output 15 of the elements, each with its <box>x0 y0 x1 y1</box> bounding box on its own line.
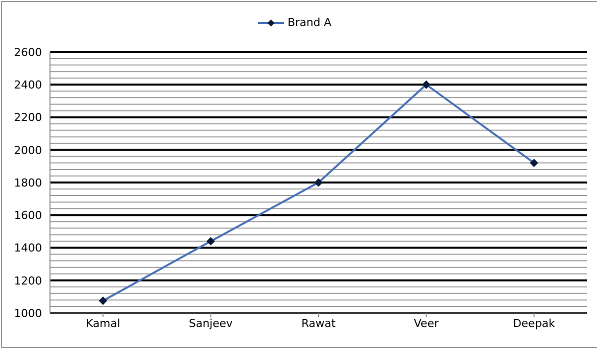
x-tick-label: Deepak <box>512 316 556 330</box>
y-tick-label: 1600 <box>14 209 42 222</box>
y-tick-label: 2200 <box>14 111 42 124</box>
y-tick-label: 2600 <box>14 46 42 59</box>
y-tick-label: 1800 <box>14 176 42 190</box>
x-tick-label: Sanjeev <box>188 316 234 330</box>
y-tick-label: 1200 <box>14 274 42 288</box>
x-tick-label: Veer <box>414 316 440 330</box>
x-tick-label: Rawat <box>301 316 336 330</box>
x-tick-label: Kamal <box>86 316 120 330</box>
y-tick-label: 1400 <box>14 242 42 255</box>
y-tick-label: 2000 <box>14 144 42 157</box>
legend-label: Brand A <box>286 16 332 29</box>
y-tick-label: 1000 <box>14 306 42 320</box>
y-tick-label: 2400 <box>14 78 42 92</box>
